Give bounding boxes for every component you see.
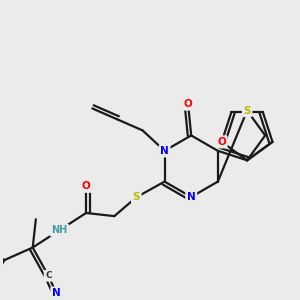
Text: O: O [184,99,192,109]
Text: S: S [243,106,251,116]
Text: O: O [82,181,91,191]
Text: C: C [45,271,52,280]
Text: O: O [217,137,226,147]
Text: NH: NH [51,225,68,235]
Text: N: N [187,192,196,202]
Text: N: N [160,146,169,156]
Text: N: N [52,288,61,298]
Text: S: S [133,192,140,202]
